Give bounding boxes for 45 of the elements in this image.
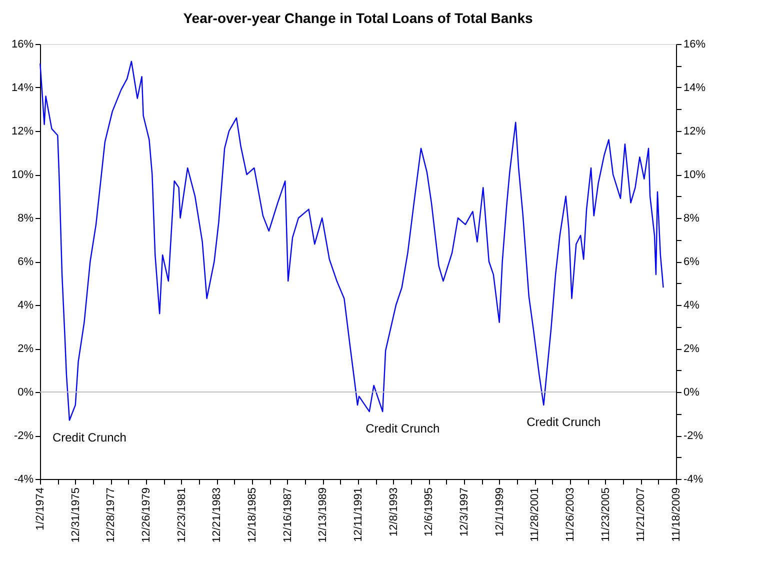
y2-tick-label: 2%	[684, 343, 700, 355]
x-tick-label: 12/8/1993	[388, 488, 400, 536]
x-tick-label: 1/2/1974	[34, 488, 46, 530]
y-tick-label: 0%	[18, 386, 34, 398]
y2-tick-label: 6%	[684, 256, 700, 268]
y-tick-label: 4%	[18, 300, 34, 312]
y2-tick-label: 14%	[684, 82, 706, 94]
x-tick-label: 12/28/1977	[105, 488, 118, 543]
y-tick-label: 12%	[11, 126, 34, 138]
y2-tick-label: 0%	[684, 386, 700, 398]
y-tick-label: 6%	[18, 256, 34, 268]
x-tick-label: 12/16/1987	[282, 488, 294, 543]
y2-tick-label: -2%	[684, 430, 704, 442]
y-tick-label: -4%	[14, 474, 34, 486]
chart-title: Year-over-year Change in Total Loans of Total Banks	[183, 10, 533, 26]
y2-tick-label: 4%	[684, 300, 700, 312]
x-tick-label: 12/1/1999	[494, 488, 506, 536]
y2-tick-label: 8%	[684, 212, 700, 224]
y-tick-label: 14%	[11, 82, 34, 94]
x-tick-label: 11/28/2001	[529, 488, 542, 542]
x-tick-label: 12/23/1981	[176, 488, 188, 543]
x-tick-label: 11/18/2009	[670, 488, 682, 542]
x-tick-label: 11/23/2005	[600, 488, 612, 542]
x-tick-label: 12/21/1983	[211, 488, 224, 543]
y2-tick-label: 10%	[684, 169, 706, 181]
x-tick-label: 11/26/2003	[564, 488, 576, 542]
annotation: Credit Crunch	[366, 422, 440, 436]
y2-tick-label: 16%	[684, 38, 706, 50]
y-tick-label: 8%	[18, 212, 34, 224]
annotation: Credit Crunch	[526, 415, 601, 430]
x-tick-label: 12/11/1991	[352, 488, 364, 542]
y2-tick-label: -4%	[684, 474, 704, 486]
x-tick-label: 12/6/1995	[423, 488, 436, 536]
x-tick-label: 12/13/1989	[317, 488, 330, 543]
y-tick-label: 16%	[11, 38, 34, 50]
y-tick-label: -2%	[14, 430, 34, 442]
x-tick-label: 12/26/1979	[140, 488, 152, 543]
x-tick-label: 12/31/1975	[70, 488, 82, 543]
y-tick-label: 10%	[11, 169, 34, 181]
x-tick-label: 12/3/1997	[458, 488, 470, 536]
annotation: Credit Crunch	[52, 430, 126, 444]
y-tick-label: 2%	[18, 343, 34, 355]
x-tick-label: 11/21/2007	[635, 488, 648, 542]
x-tick-label: 12/18/1985	[246, 488, 258, 543]
y2-tick-label: 12%	[684, 126, 706, 138]
